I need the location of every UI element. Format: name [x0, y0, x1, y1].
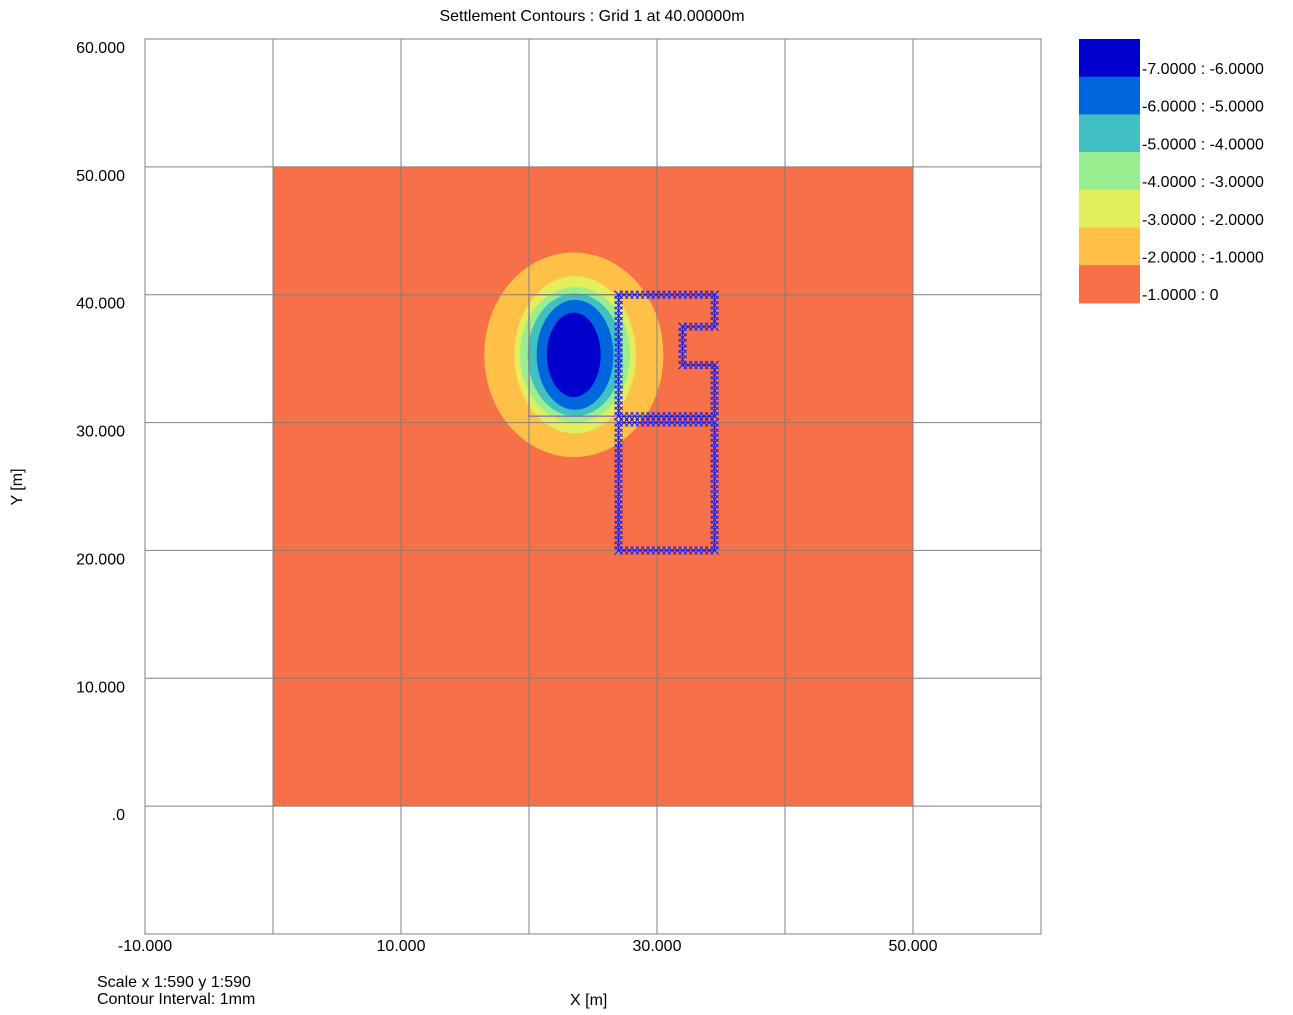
marker-paths — [614, 290, 719, 555]
scale-text: Scale x 1:590 y 1:590 — [97, 974, 251, 991]
contour-interval-text: Contour Interval: 1mm — [97, 991, 256, 1008]
legend-swatch — [1079, 152, 1140, 191]
plot-frame — [144, 38, 1042, 935]
x-axis-label: X [m] — [570, 992, 608, 1009]
contour-region-5 — [546, 312, 601, 397]
x-axis-ticks: -10.000 10.000 30.000 50.000 — [118, 938, 938, 955]
legend-label: -7.0000 : -6.0000 — [1142, 61, 1264, 78]
x-tick-label: 30.000 — [633, 938, 682, 955]
plot-footer: Scale x 1:590 y 1:590 Contour Interval: … — [97, 974, 255, 1008]
legend-label: -1.0000 : 0 — [1142, 287, 1219, 304]
legend-swatch — [1079, 265, 1140, 304]
y-tick-label: 60.000 — [76, 40, 125, 57]
y-tick-label: 30.000 — [76, 424, 125, 441]
legend-label: -5.0000 : -4.0000 — [1142, 136, 1264, 153]
legend-label: -2.0000 : -1.0000 — [1142, 250, 1264, 267]
y-tick-label: 10.000 — [76, 679, 125, 696]
y-tick-label: 20.000 — [76, 551, 125, 568]
legend-label: -4.0000 : -3.0000 — [1142, 174, 1264, 191]
x-tick-label: -10.000 — [118, 938, 172, 955]
contour-area — [273, 166, 913, 807]
legend-swatch — [1079, 114, 1140, 153]
cross-marker — [614, 418, 623, 427]
y-tick-label: .0 — [112, 807, 125, 824]
y-axis-label: Y [m] — [9, 468, 26, 506]
legend-swatch — [1079, 76, 1140, 115]
x-tick-label: 10.000 — [377, 938, 426, 955]
legend-swatch — [1079, 227, 1140, 266]
legend-label: -3.0000 : -2.0000 — [1142, 212, 1264, 229]
x-tick-label: 50.000 — [889, 938, 938, 955]
y-tick-label: 40.000 — [76, 296, 125, 313]
legend-swatch — [1079, 189, 1140, 228]
cross-marker — [614, 290, 623, 300]
y-axis-ticks: .0 10.000 20.000 30.000 40.000 50.000 60.000 — [76, 40, 125, 824]
chart-title: Settlement Contours : Grid 1 at 40.00000… — [439, 8, 744, 25]
y-tick-label: 50.000 — [76, 168, 125, 185]
legend-swatch — [1079, 39, 1140, 78]
legend-label: -6.0000 : -5.0000 — [1142, 99, 1264, 116]
legend: -7.0000 : -6.0000 -6.0000 : -5.0000 -5.000… — [1079, 39, 1264, 304]
grid-lines — [144, 38, 1042, 935]
